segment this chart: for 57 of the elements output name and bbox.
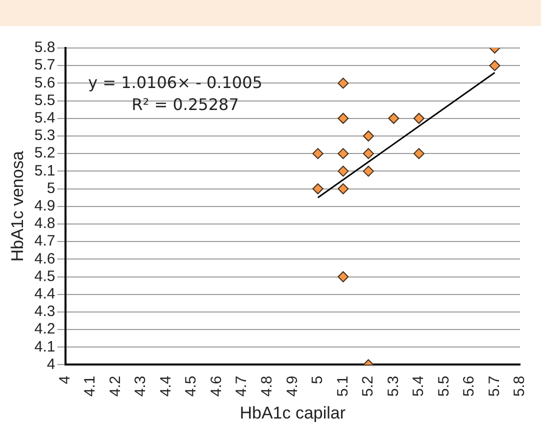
y-tick-label: 5.7 — [34, 56, 56, 74]
y-tick-label: 4.2 — [34, 320, 56, 338]
x-tick-label: 4.6 — [208, 376, 225, 397]
y-tick-label: 5.1 — [34, 162, 56, 180]
y-tick-label: 4.1 — [34, 338, 56, 356]
x-tick-label: 4.9 — [284, 376, 301, 397]
point — [338, 183, 349, 194]
point — [489, 60, 500, 72]
y-tick-label: 5.6 — [34, 74, 56, 92]
y-tick-label: 5 — [46, 180, 56, 197]
y-tick-label: 4.5 — [34, 268, 56, 285]
point — [413, 112, 424, 124]
x-tick-label: 4.4 — [157, 376, 174, 397]
point — [338, 78, 349, 89]
x-tick-label: 5.1 — [334, 376, 352, 397]
x-tick-label: 4.3 — [132, 376, 150, 397]
y-tick-label: 5.2 — [34, 144, 56, 162]
point — [362, 148, 374, 160]
annotation: R² = 0.25287 — [132, 95, 239, 114]
y-tick-label: 5.4 — [34, 110, 56, 127]
x-tick-label: 5.3 — [384, 376, 402, 397]
point — [338, 112, 349, 124]
x-axis-title: HbA1c capilar — [240, 403, 346, 422]
annotation: y = 1.0106× - 0.1005 — [88, 73, 262, 92]
point — [362, 166, 374, 177]
x-tick-label: 5.2 — [360, 376, 377, 397]
y-tick-label: 4 — [46, 356, 56, 373]
point — [312, 148, 324, 160]
point — [388, 112, 400, 124]
x-tick-label: 5.8 — [511, 376, 528, 397]
point — [413, 148, 424, 160]
y-tick-label: 4.4 — [34, 286, 56, 302]
y-tick-label: 4.6 — [34, 250, 56, 268]
x-tick-label: 4.8 — [258, 376, 276, 397]
x-tick-label: 4.1 — [82, 376, 99, 397]
y-tick-label: 5.3 — [34, 127, 56, 144]
point — [338, 166, 349, 177]
y-axis-title: HbA1c venosa — [8, 150, 27, 262]
point — [338, 148, 349, 160]
y-tick-label: 5.8 — [34, 39, 56, 56]
x-tick-label: 5.7 — [486, 376, 503, 397]
x-tick-label: 5 — [309, 376, 326, 384]
x-tick-label: 5.5 — [435, 376, 452, 397]
x-tick-label: 4.7 — [233, 376, 250, 397]
x-tick-label: 5.6 — [460, 376, 478, 397]
point — [338, 271, 349, 282]
x-tick-label: 4.2 — [106, 376, 124, 397]
x-tick-label: 4.5 — [182, 376, 200, 397]
point — [362, 130, 374, 142]
x-tick-label: 5.4 — [410, 376, 428, 397]
y-tick-label: 4.3 — [34, 303, 56, 320]
y-tick-label: 4.9 — [34, 198, 56, 215]
x-tick-label: 4 — [56, 376, 74, 384]
y-tick-label: 4.7 — [34, 232, 56, 250]
y-tick-label: 5.5 — [34, 92, 56, 109]
y-tick-label: 4.8 — [34, 215, 56, 232]
point — [312, 183, 324, 194]
